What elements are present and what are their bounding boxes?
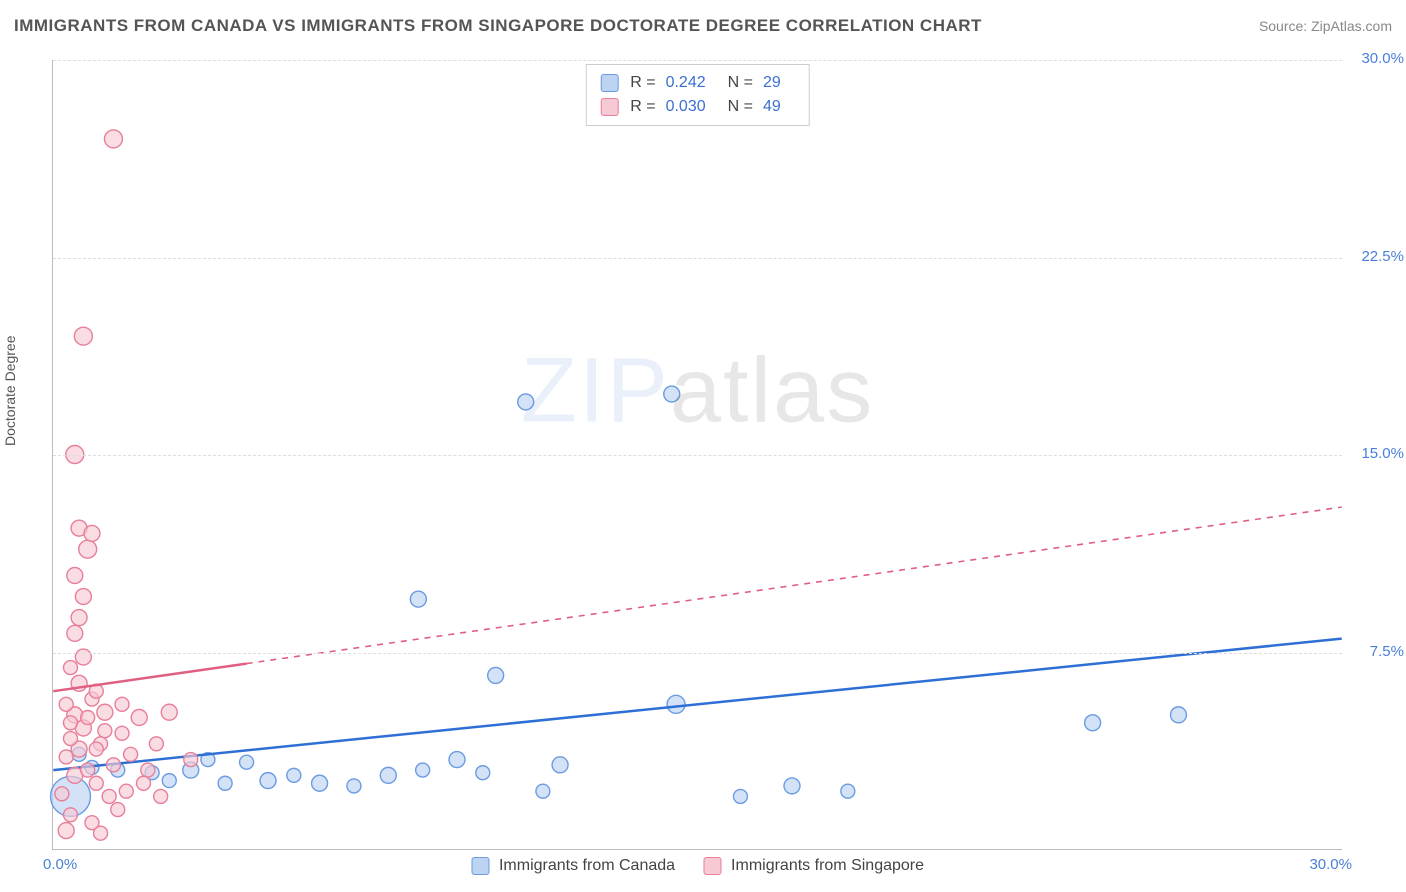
scatter-point-singapore [131, 710, 147, 726]
trend-line-dashed-singapore [247, 507, 1342, 663]
scatter-point-singapore [79, 540, 97, 558]
scatter-point-singapore [184, 753, 198, 767]
scatter-point-canada [667, 695, 685, 713]
y-axis-label: Doctorate Degree [2, 335, 18, 446]
legend-swatch [703, 857, 721, 875]
trend-line-canada [53, 639, 1341, 771]
scatter-point-singapore [67, 567, 83, 583]
scatter-point-singapore [81, 711, 95, 725]
scatter-point-singapore [124, 747, 138, 761]
plot-area: R =0.242N =29R =0.030N =49 ZIPatlas 0.0%… [52, 60, 1342, 850]
scatter-point-singapore [67, 625, 83, 641]
scatter-point-singapore [75, 649, 91, 665]
scatter-point-singapore [89, 776, 103, 790]
scatter-point-canada [218, 776, 232, 790]
y-tick-label: 7.5% [1370, 643, 1404, 660]
scatter-point-canada [380, 767, 396, 783]
y-tick-label: 22.5% [1361, 248, 1404, 265]
source-label: Source: ZipAtlas.com [1259, 18, 1392, 34]
grid-line [53, 455, 1342, 456]
scatter-point-canada [240, 755, 254, 769]
scatter-point-singapore [98, 724, 112, 738]
y-tick-label: 30.0% [1361, 50, 1404, 67]
scatter-point-singapore [75, 589, 91, 605]
legend-r-label: R = [630, 74, 655, 92]
grid-line [53, 258, 1342, 259]
legend-series-item: Immigrants from Canada [471, 857, 675, 875]
legend-n-value: 49 [763, 98, 781, 116]
scatter-point-canada [416, 763, 430, 777]
scatter-point-singapore [55, 787, 69, 801]
scatter-point-canada [312, 775, 328, 791]
scatter-point-canada [260, 773, 276, 789]
scatter-point-singapore [111, 803, 125, 817]
scatter-point-canada [1171, 707, 1187, 723]
y-tick-label: 15.0% [1361, 445, 1404, 462]
scatter-point-singapore [89, 742, 103, 756]
scatter-point-singapore [119, 784, 133, 798]
scatter-point-singapore [149, 737, 163, 751]
scatter-point-canada [536, 784, 550, 798]
scatter-point-canada [664, 386, 680, 402]
scatter-point-singapore [59, 697, 73, 711]
chart-title: IMMIGRANTS FROM CANADA VS IMMIGRANTS FRO… [14, 16, 982, 36]
grid-line [53, 60, 1342, 61]
scatter-point-singapore [58, 823, 74, 839]
scatter-point-singapore [64, 732, 78, 746]
legend-n-label: N = [728, 98, 753, 116]
legend-series-item: Immigrants from Singapore [703, 857, 924, 875]
scatter-point-singapore [141, 763, 155, 777]
legend-r-label: R = [630, 98, 655, 116]
scatter-point-singapore [74, 327, 92, 345]
scatter-point-singapore [94, 826, 108, 840]
legend-r-value: 0.030 [666, 98, 706, 116]
scatter-point-canada [733, 789, 747, 803]
scatter-point-singapore [64, 661, 78, 675]
scatter-point-singapore [154, 789, 168, 803]
scatter-point-singapore [104, 130, 122, 148]
scatter-point-singapore [137, 776, 151, 790]
scatter-point-canada [162, 774, 176, 788]
legend-stats-row: R = 0.242 N = 29 [600, 71, 795, 95]
scatter-point-singapore [115, 697, 129, 711]
grid-line [53, 653, 1342, 654]
scatter-point-singapore [81, 763, 95, 777]
x-tick-min: 0.0% [43, 856, 77, 873]
legend-stats: R = 0.242 N = 29 R = 0.030 N = 49 [585, 64, 810, 126]
legend-n-label: N = [728, 74, 753, 92]
legend-series-label: Immigrants from Singapore [731, 857, 924, 875]
legend-stats-row: R = 0.030 N = 49 [600, 95, 795, 119]
scatter-point-singapore [97, 704, 113, 720]
legend-swatch [471, 857, 489, 875]
legend-series: Immigrants from Canada Immigrants from Si… [471, 857, 924, 875]
scatter-point-canada [410, 591, 426, 607]
scatter-point-canada [1085, 715, 1101, 731]
scatter-point-singapore [71, 610, 87, 626]
scatter-point-singapore [102, 789, 116, 803]
scatter-point-canada [347, 779, 361, 793]
x-tick-max: 30.0% [1309, 856, 1352, 873]
scatter-point-singapore [64, 716, 78, 730]
legend-n-value: 29 [763, 74, 781, 92]
scatter-point-canada [518, 394, 534, 410]
scatter-point-canada [841, 784, 855, 798]
chart-container: IMMIGRANTS FROM CANADA VS IMMIGRANTS FRO… [0, 0, 1406, 892]
scatter-point-singapore [161, 704, 177, 720]
scatter-point-canada [784, 778, 800, 794]
legend-swatch [600, 98, 618, 116]
legend-r-value: 0.242 [666, 74, 706, 92]
scatter-point-singapore [84, 525, 100, 541]
legend-series-label: Immigrants from Canada [499, 857, 675, 875]
scatter-point-canada [488, 667, 504, 683]
scatter-point-canada [552, 757, 568, 773]
scatter-point-singapore [64, 808, 78, 822]
scatter-point-singapore [106, 758, 120, 772]
legend-swatch [600, 74, 618, 92]
scatter-point-canada [287, 768, 301, 782]
scatter-point-canada [449, 752, 465, 768]
scatter-point-singapore [115, 726, 129, 740]
scatter-point-canada [476, 766, 490, 780]
